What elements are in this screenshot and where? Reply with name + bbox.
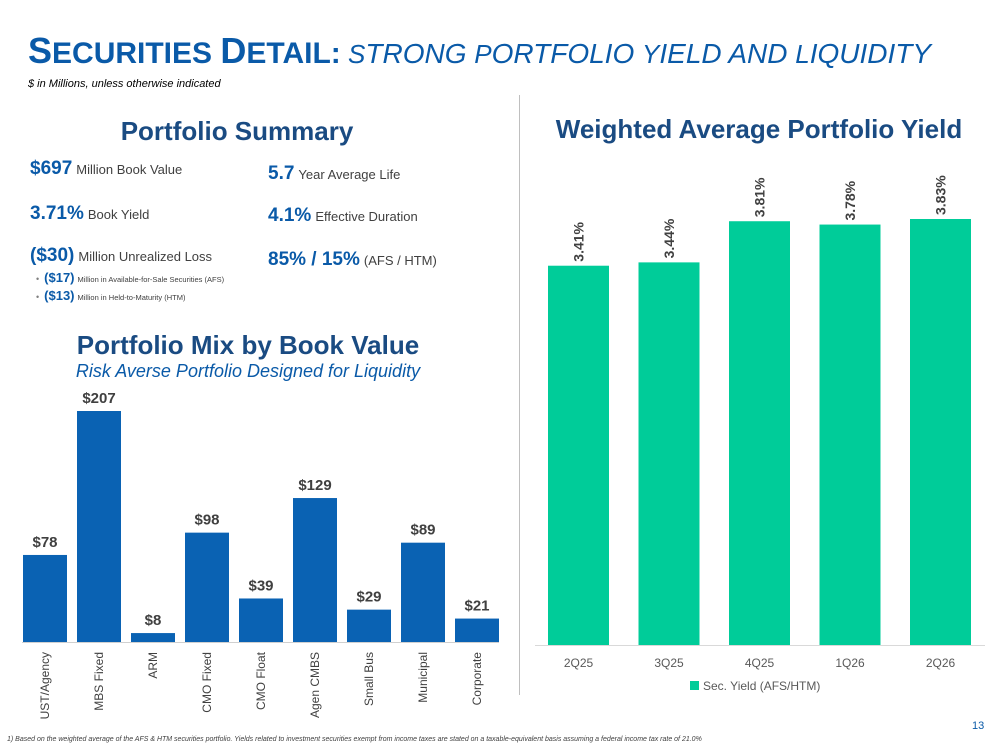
yield-legend-swatch <box>690 681 699 690</box>
portfolio-summary-title: Portfolio Summary <box>120 116 354 146</box>
yield-category-label: 3Q25 <box>654 656 684 670</box>
mix-category-label: Agen CMBS <box>308 652 322 718</box>
afs-loss-bullet: • ($17) Million in Available-for-Sale Secu… <box>36 270 225 285</box>
footnote: 1) Based on the weighted average of the … <box>7 736 702 743</box>
mix-category-label: Small Bus <box>362 652 376 706</box>
mix-bar <box>239 598 283 642</box>
unrealized-loss-metric: ($30) Million Unrealized Loss <box>30 245 213 266</box>
yield-bar <box>819 224 881 646</box>
mix-data-label: $129 <box>298 477 331 494</box>
yield-category-label: 2Q25 <box>564 656 594 670</box>
mix-bar <box>77 411 121 642</box>
page-subtitle: STRONG PORTFOLIO YIELD AND LIQUIDITY <box>340 38 932 69</box>
yield-legend-label: Sec. Yield (AFS/HTM) <box>703 679 820 693</box>
yield-bar <box>910 219 971 645</box>
yield-data-label: 3.81% <box>752 177 768 217</box>
mix-category-label: MBS Fixed <box>92 652 106 711</box>
mix-category-label: ARM <box>146 652 160 679</box>
mix-data-label: $21 <box>464 598 489 615</box>
yield-data-label: 3.41% <box>571 221 587 261</box>
average-life-metric: 5.7 Year Average Life <box>268 163 401 184</box>
book-yield-metric: 3.71% Book Yield <box>30 203 150 224</box>
portfolio-mix-title: Portfolio Mix by Book Value <box>76 330 420 360</box>
yield-data-label: 3.83% <box>933 175 949 215</box>
mix-data-label: $78 <box>32 534 57 551</box>
portfolio-mix-subtitle: Risk Averse Portfolio Designed for Liqui… <box>75 361 421 381</box>
mix-bar <box>185 532 229 642</box>
mix-category-label: Corporate <box>470 652 484 706</box>
mix-bar <box>347 609 391 642</box>
mix-category-label: CMO Float <box>254 651 268 710</box>
mix-bar <box>401 542 445 642</box>
yield-bar <box>638 262 700 645</box>
mix-category-label: Municipal <box>416 652 430 703</box>
afs-htm-split-metric: 85% / 15% (AFS / HTM) <box>268 249 437 270</box>
book-value-metric: $697 Million Book Value <box>30 158 183 179</box>
mix-data-label: $39 <box>248 577 273 594</box>
mix-bar <box>23 554 67 642</box>
yield-category-label: 1Q26 <box>835 656 865 670</box>
mix-bar <box>293 498 337 642</box>
yield-chart-title: Weighted Average Portfolio Yield <box>555 114 963 144</box>
yield-category-label: 2Q26 <box>926 656 956 670</box>
units-note: $ in Millions, unless otherwise indicate… <box>28 78 221 90</box>
effective-duration-metric: 4.1% Effective Duration <box>268 205 418 226</box>
yield-bar <box>729 221 790 645</box>
yield-category-label: 4Q25 <box>745 656 775 670</box>
yield-data-label: 3.78% <box>842 180 858 220</box>
mix-data-label: $8 <box>145 612 162 629</box>
mix-bar <box>455 618 499 642</box>
mix-data-label: $29 <box>356 589 381 606</box>
mix-data-label: $207 <box>82 390 115 407</box>
page-title: SECURITIES DETAIL: STRONG PORTFOLIO YIEL… <box>28 30 932 71</box>
mix-data-label: $89 <box>410 522 435 539</box>
mix-bar <box>131 633 175 642</box>
htm-loss-bullet: • ($13) Million in Held-to-Maturity (HTM) <box>36 288 186 303</box>
yield-data-label: 3.44% <box>661 218 677 258</box>
page-number: 13 <box>972 720 985 732</box>
mix-category-label: CMO Fixed <box>200 652 214 713</box>
mix-category-label: UST/Agency <box>38 652 52 719</box>
yield-bar <box>548 265 609 645</box>
mix-data-label: $98 <box>194 512 219 529</box>
section-divider <box>519 95 520 695</box>
